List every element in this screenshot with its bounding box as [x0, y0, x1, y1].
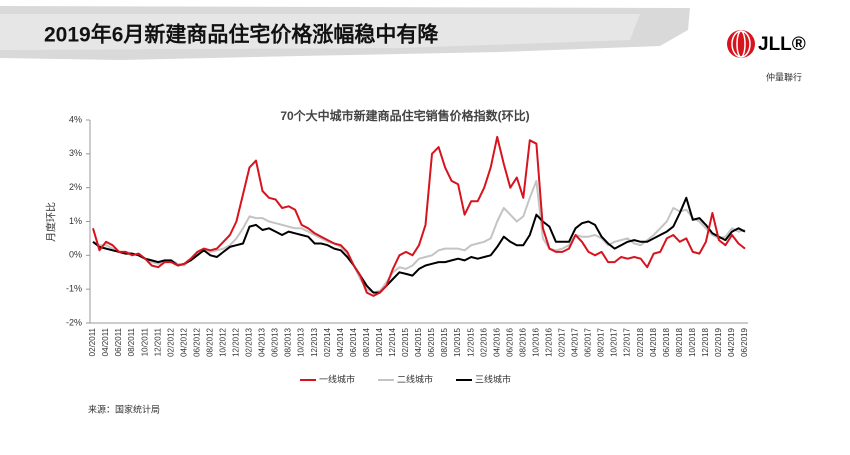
x-tick-label: 04/2019	[727, 327, 736, 356]
x-tick-label: 06/2018	[662, 327, 671, 356]
x-tick-label: 10/2011	[140, 327, 149, 356]
x-tick-label: 02/2018	[636, 327, 645, 356]
x-tick-label: 08/2016	[518, 327, 527, 356]
y-tick-label: 3%	[69, 148, 82, 158]
x-tick-label: 02/2015	[401, 327, 410, 356]
x-tick-label: 12/2013	[310, 327, 319, 356]
legend-label: 二线城市	[397, 373, 433, 384]
y-tick-label: 2%	[69, 182, 82, 192]
x-tick-label: 08/2012	[205, 327, 214, 356]
x-tick-label: 12/2011	[153, 327, 162, 356]
x-tick-label: 04/2013	[258, 327, 267, 356]
y-axis-label: 月度环比	[45, 202, 58, 242]
logo-mark	[727, 30, 755, 58]
x-tick-label: 02/2019	[714, 327, 723, 356]
series-line	[92, 196, 746, 294]
x-tick-label: 08/2018	[675, 327, 684, 356]
legend-label: 一线城市	[319, 373, 355, 384]
x-tick-label: 02/2011	[88, 327, 97, 356]
x-tick-label: 10/2012	[219, 327, 228, 356]
logo-mark	[736, 30, 746, 58]
series-line	[92, 135, 746, 297]
x-tick-label: 04/2014	[336, 327, 345, 356]
x-tick-label: 10/2017	[610, 327, 619, 356]
x-tick-label: 02/2013	[245, 327, 254, 356]
x-tick-label: 12/2014	[388, 327, 397, 356]
x-tick-label: 06/2015	[427, 327, 436, 356]
x-tick-label: 06/2013	[271, 327, 280, 356]
x-tick-label: 10/2018	[688, 327, 697, 356]
legend-label: 三线城市	[475, 373, 511, 384]
x-tick-label: 10/2013	[297, 327, 306, 356]
header-band-light	[0, 14, 640, 50]
x-tick-label: 10/2015	[453, 327, 462, 356]
x-tick-label: 06/2012	[192, 327, 201, 356]
x-tick-label: 10/2014	[375, 327, 384, 356]
x-tick-label: 12/2018	[701, 327, 710, 356]
x-tick-label: 06/2017	[584, 327, 593, 356]
y-tick-label: 0%	[69, 250, 82, 260]
y-tick-label: 4%	[69, 114, 82, 124]
x-tick-label: 08/2011	[127, 327, 136, 356]
x-tick-label: 12/2017	[623, 327, 632, 356]
x-tick-label: 12/2016	[545, 327, 554, 356]
x-tick-label: 02/2012	[166, 327, 175, 356]
y-tick-label: 1%	[69, 216, 82, 226]
x-tick-label: 08/2014	[362, 327, 371, 356]
x-tick-label: 04/2017	[571, 327, 580, 356]
x-tick-label: 08/2015	[440, 327, 449, 356]
x-tick-label: 04/2011	[101, 327, 110, 356]
logo-sub: 仲量聯行	[766, 71, 802, 82]
x-tick-label: 02/2014	[323, 327, 332, 356]
x-tick-label: 02/2017	[558, 327, 567, 356]
x-tick-label: 02/2016	[479, 327, 488, 356]
logo-name: JLL®	[758, 34, 806, 55]
x-tick-label: 06/2011	[114, 327, 123, 356]
series-line	[92, 179, 746, 294]
x-tick-label: 06/2019	[740, 327, 749, 356]
page-title: 2019年6月新建商品住宅价格涨幅稳中有降	[44, 23, 439, 47]
x-tick-label: 04/2012	[179, 327, 188, 356]
x-tick-label: 06/2016	[505, 327, 514, 356]
logo: JLL® 仲量聯行	[727, 30, 806, 82]
x-tick-label: 04/2018	[649, 327, 658, 356]
y-tick-label: -1%	[66, 284, 82, 294]
y-tick-label: -2%	[66, 317, 82, 327]
x-tick-label: 12/2015	[466, 327, 475, 356]
x-tick-label: 08/2017	[597, 327, 606, 356]
x-tick-label: 10/2016	[531, 327, 540, 356]
x-tick-label: 08/2013	[284, 327, 293, 356]
chart-title: 70个大中城市新建商品住宅销售价格指数(环比)	[280, 108, 529, 123]
x-tick-label: 06/2014	[349, 327, 358, 356]
x-tick-label: 04/2016	[492, 327, 501, 356]
x-tick-label: 12/2012	[232, 327, 241, 356]
x-tick-label: 04/2015	[414, 327, 423, 356]
source: 来源：国家统计局	[88, 403, 160, 414]
